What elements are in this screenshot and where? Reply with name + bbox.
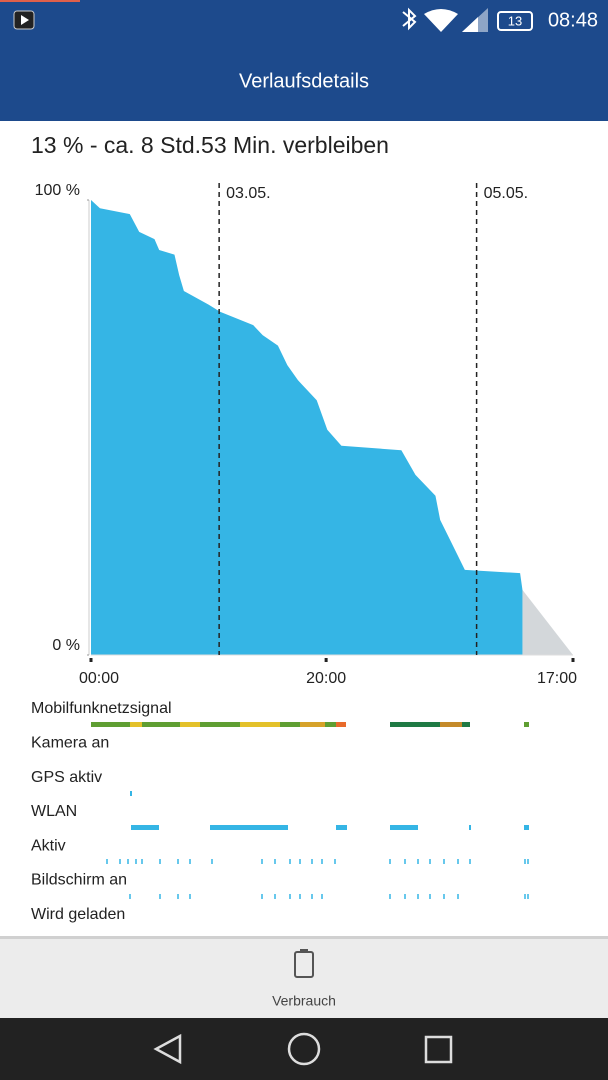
track-label: GPS aktiv [31, 769, 102, 786]
gps-bar [130, 791, 132, 796]
track-label: Aktiv [31, 837, 66, 854]
bottom-tab-shadow [0, 936, 608, 939]
tracks: Mobilfunknetzsignal Kamera an GPS aktiv WLA… [31, 700, 172, 923]
battery-level: 13 [508, 13, 522, 28]
signal-bar [130, 722, 142, 727]
x-tick-label: 20:00 [306, 670, 346, 687]
x-tick [324, 658, 328, 662]
track-label: Mobilfunknetzsignal [31, 700, 172, 717]
wlan-bar [390, 825, 418, 830]
day-marker-label: 05.05. [484, 185, 528, 202]
projection [522, 589, 573, 655]
track-label: Bildschirm an [31, 872, 127, 889]
clock: 08:48 [548, 9, 598, 31]
app-bar-bg [0, 0, 608, 121]
battery-icon [497, 11, 533, 31]
signal-icon-fill [462, 17, 478, 32]
summary: 13 % - ca. 8 Std.53 Min. verbleiben [31, 132, 389, 158]
wlan-bar [210, 825, 288, 830]
track-label: WLAN [31, 803, 77, 820]
chart: 100 % 0 % 03.05. 05.05. 00:00 20:00 17:00 [35, 182, 577, 687]
signal-bar [180, 722, 200, 727]
signal-bar [240, 722, 280, 727]
x-tick-label: 00:00 [79, 670, 119, 687]
nav-bar [0, 1018, 608, 1080]
signal-bar [390, 722, 470, 727]
track-bars [91, 722, 529, 899]
wlan-bar [524, 825, 529, 830]
nav-back[interactable] [153, 1033, 182, 1065]
battery-tab-icon-cap [300, 949, 308, 952]
wifi-icon [424, 9, 458, 32]
tab-label: Verbrauch [272, 993, 336, 1009]
y-tick-label: 100 % [35, 182, 80, 199]
nav-recents[interactable] [424, 1035, 453, 1064]
wlan-bar [131, 825, 159, 830]
x-tick [571, 658, 575, 662]
track-label: Wird geladen [31, 906, 125, 923]
x-tick-label: 17:00 [537, 670, 577, 687]
battery-area [91, 200, 523, 655]
nav-home[interactable] [287, 1032, 321, 1066]
x-tick [89, 658, 93, 662]
screen-ticks [129, 894, 529, 899]
signal-bar [300, 722, 325, 727]
signal-bar [336, 722, 346, 727]
signal-bar [440, 722, 462, 727]
active-ticks [106, 859, 529, 864]
track-label: Kamera an [31, 735, 109, 752]
app-bar-title: Verlaufsdetails [239, 70, 369, 92]
y-tick-label: 0 % [52, 637, 80, 654]
day-marker-label: 03.05. [226, 185, 270, 202]
signal-bar [524, 722, 529, 727]
signal-bar [91, 722, 346, 727]
wlan-bar [469, 825, 471, 830]
play-icon [21, 15, 29, 25]
tab-verbrauch[interactable]: Verbrauch [272, 949, 336, 1009]
bluetooth-icon [402, 7, 417, 31]
progress [0, 0, 80, 2]
wlan-bar [336, 825, 347, 830]
